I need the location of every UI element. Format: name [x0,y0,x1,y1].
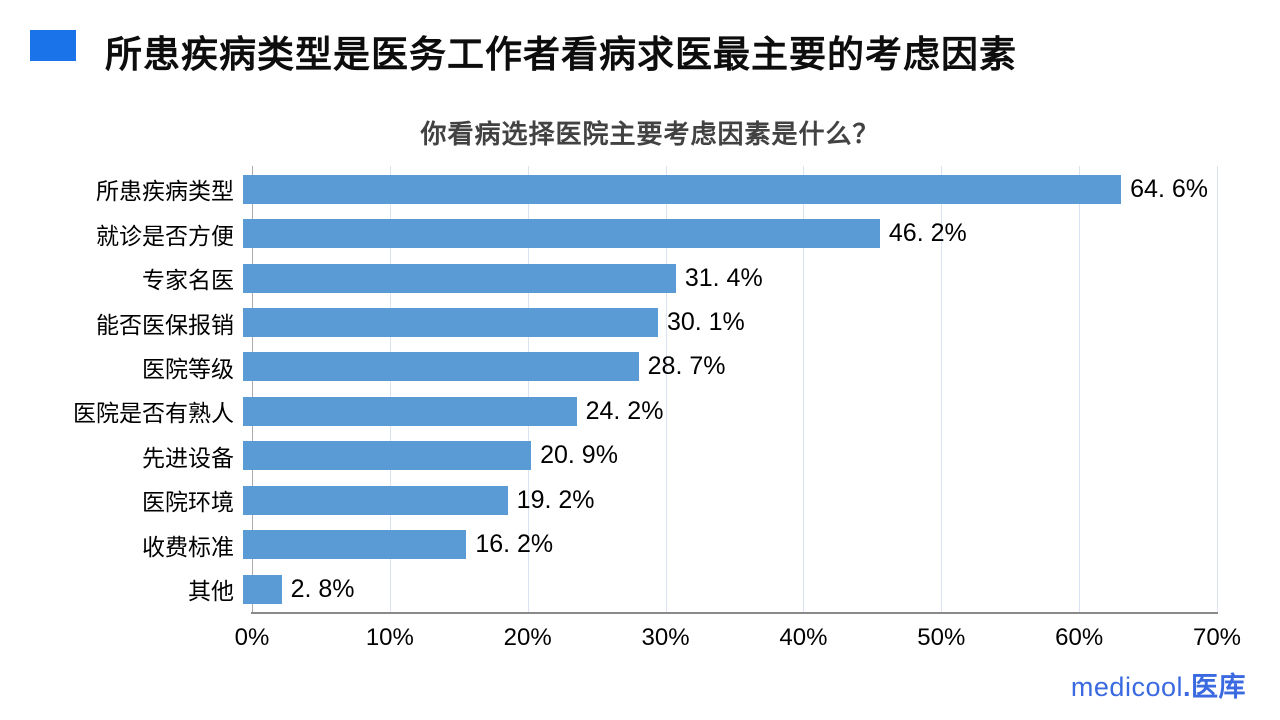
bar [243,441,532,471]
bar [243,574,282,604]
bar-track: 30. 1% [243,308,1208,338]
bar-row: 所患疾病类型 64. 6% [0,167,1280,211]
gridline [941,166,943,612]
category-label: 先进设备 [142,444,234,471]
medicool-logo-cjk: .医库 [1182,672,1246,702]
gridline [389,166,391,612]
page-title: 所患疾病类型是医务工作者看病求医最主要的考虑因素 [105,34,1017,75]
value-label: 20. 9% [540,441,618,470]
value-label: 19. 2% [516,485,595,514]
bar [243,396,577,426]
gridline [803,166,805,612]
x-axis-tick-label: 40% [779,624,828,651]
bar [243,263,676,293]
medicool-logo-latin: medicool [1070,672,1183,702]
x-axis-tick-label: 50% [917,624,966,651]
bar [243,174,1122,204]
chart-title: 你看病选择医院主要考虑因素是什么？ [420,119,880,149]
bar-track: 28. 7% [243,352,1208,382]
bar-track: 16. 2% [243,530,1208,560]
value-label: 46. 2% [888,219,967,248]
bar-row: 能否医保报销 30. 1% [0,300,1280,344]
bar-rows: 所患疾病类型 64. 6% 就诊是否方便 46. 2% 专家名医 31. 4% … [0,167,1280,611]
x-axis-tick-label: 10% [365,624,414,651]
gridline [527,166,529,612]
bar-row: 医院是否有熟人 24. 2% [0,389,1280,433]
bar-row: 医院环境 19. 2% [0,478,1280,522]
bar-track: 46. 2% [243,219,1208,249]
value-label: 64. 6% [1130,174,1208,203]
value-label: 2. 8% [290,574,355,603]
category-label: 医院等级 [142,355,234,382]
medicool-logo: medicool.医库 [1071,665,1246,704]
category-label: 医院是否有熟人 [73,400,234,427]
x-axis-tick-label: 60% [1055,624,1104,651]
value-label: 28. 7% [647,352,726,381]
x-axis-tick-label: 30% [641,624,690,651]
bar-track: 2. 8% [243,574,1208,604]
bar-track: 24. 2% [243,396,1208,426]
bar [243,219,880,249]
bar-row: 先进设备 20. 9% [0,434,1280,478]
x-axis-tick-label: 70% [1192,624,1242,651]
gridline [252,166,253,612]
x-axis: 0% 10% 20% 30% 40% 50% 60% 70% [235,624,1241,654]
value-label: 16. 2% [475,530,554,559]
bar [243,352,639,382]
category-label: 能否医保报销 [96,311,234,338]
x-axis-tick-label: 20% [503,624,552,651]
bar-track: 64. 6% [243,174,1208,204]
category-label: 就诊是否方便 [96,222,234,249]
category-label: 医院环境 [142,489,234,516]
category-label: 所患疾病类型 [96,178,234,205]
bar-row: 其他 2. 8% [0,567,1280,611]
bar [243,308,658,338]
x-axis-line [251,612,1218,614]
category-label: 专家名医 [142,267,234,294]
value-label: 24. 2% [585,396,664,425]
title-accent-marker [30,30,76,61]
value-label: 30. 1% [666,308,745,337]
value-label: 31. 4% [684,263,763,292]
category-label: 其他 [188,578,234,605]
bar-row: 医院等级 28. 7% [0,345,1280,389]
gridline [665,166,667,612]
category-label: 收费标准 [142,533,234,560]
gridline [1079,166,1081,612]
bar-row: 就诊是否方便 46. 2% [0,211,1280,255]
x-axis-tick-label: 0% [234,624,270,651]
bar [243,530,467,560]
bar-track: 19. 2% [243,485,1208,515]
gridline [1217,166,1218,612]
bar-track: 20. 9% [243,441,1208,471]
plot-gridlines [252,166,1218,612]
bar [243,485,508,515]
bar-row: 专家名医 31. 4% [0,256,1280,300]
bar-row: 收费标准 16. 2% [0,523,1280,567]
bar-track: 31. 4% [243,263,1208,293]
